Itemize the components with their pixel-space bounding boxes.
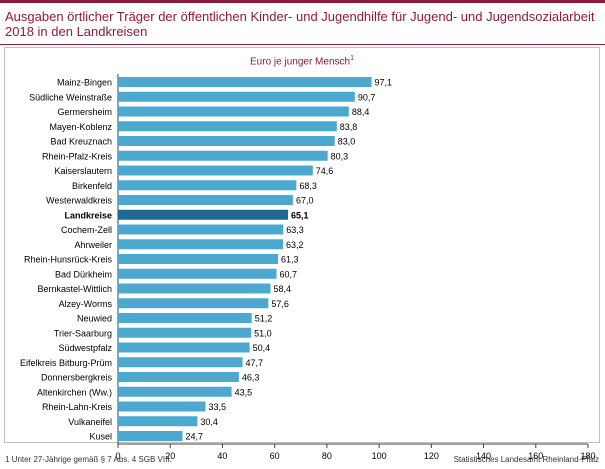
value-label: 58,4	[273, 284, 291, 294]
category-label: Neuwied	[77, 314, 112, 324]
bar	[118, 386, 232, 397]
bar	[118, 136, 335, 146]
bar	[118, 298, 269, 309]
top-rule	[0, 0, 605, 3]
value-label: 97,1	[375, 78, 393, 88]
bar	[118, 195, 293, 205]
title-rule	[0, 44, 605, 45]
category-label: Rhein-Lahn-Kreis	[42, 402, 113, 412]
x-tick-label: 80	[322, 451, 332, 461]
category-label: Rhein-Pfalz-Kreis	[42, 151, 113, 161]
value-label: 50,4	[253, 343, 271, 353]
value-label: 47,7	[246, 358, 264, 368]
bar	[118, 121, 337, 132]
bar	[118, 342, 250, 353]
value-label: 88,4	[352, 107, 370, 117]
chart-subtitle: Euro je junger Mensch1	[4, 55, 600, 67]
value-label: 63,2	[286, 240, 304, 250]
bar	[118, 313, 252, 323]
value-label: 46,3	[242, 373, 260, 383]
category-label: Westerwaldkreis	[46, 196, 112, 206]
bar	[118, 401, 206, 412]
value-label: 68,3	[299, 181, 317, 191]
value-label: 61,3	[281, 255, 299, 265]
category-label: Vulkaneifel	[68, 417, 112, 427]
category-label: Altenkirchen (Ww.)	[37, 387, 112, 397]
value-label: 80,3	[331, 151, 349, 161]
bar	[118, 209, 288, 220]
bar	[118, 180, 297, 191]
bar	[118, 91, 355, 102]
value-label: 74,6	[316, 166, 334, 176]
bar	[118, 357, 243, 368]
bar	[118, 372, 239, 382]
value-label: 30,4	[200, 417, 218, 427]
value-label: 83,0	[338, 137, 356, 147]
category-label: Mainz-Bingen	[57, 78, 112, 88]
value-label: 67,0	[296, 196, 314, 206]
category-label: Birkenfeld	[72, 181, 112, 191]
value-label: 51,2	[255, 314, 273, 324]
category-label: Südliche Weinstraße	[29, 92, 112, 102]
bar	[118, 239, 284, 250]
x-tick-label: 160	[528, 451, 543, 461]
value-label: 43,5	[235, 387, 253, 397]
value-label: 33,5	[208, 402, 226, 412]
category-label: Alzey-Worms	[59, 299, 113, 309]
category-label: Kusel	[89, 432, 112, 442]
footnote: 1 Unter 27-Jährige gemäß § 7 Abs. 4 SGB …	[5, 455, 172, 464]
x-tick-label: 0	[115, 451, 120, 461]
value-label: 83,8	[340, 122, 358, 132]
category-label: Donnersbergkreis	[41, 373, 113, 383]
chart-title: Ausgaben örtlicher Träger der öffentlich…	[5, 9, 595, 39]
category-label: Cochem-Zell	[61, 225, 112, 235]
bar	[118, 431, 183, 441]
bar	[118, 106, 349, 117]
x-tick-label: 180	[580, 451, 595, 461]
bar	[118, 268, 277, 279]
category-label: Ahrweiler	[74, 240, 112, 250]
bar	[118, 254, 279, 264]
value-label: 51,0	[254, 328, 272, 338]
value-label: 63,3	[286, 225, 304, 235]
x-tick-label: 60	[270, 451, 280, 461]
bar	[118, 327, 252, 338]
category-label: Bad Dürkheim	[55, 269, 112, 279]
subtitle-footnote-marker: 1	[350, 55, 354, 62]
bar	[118, 224, 284, 235]
subtitle-text: Euro je junger Mensch	[250, 56, 351, 68]
category-label: Germersheim	[57, 107, 112, 117]
value-label: 90,7	[358, 92, 376, 102]
x-tick-label: 40	[217, 451, 227, 461]
value-label: 65,1	[291, 210, 309, 220]
x-tick-label: 140	[476, 451, 491, 461]
bar	[118, 77, 372, 87]
chart-frame	[4, 47, 600, 443]
bar	[118, 283, 271, 294]
source-label: Statistisches Landesamt Rheinland-Pfalz	[453, 455, 599, 464]
value-label: 24,7	[185, 432, 203, 442]
category-label: Mayen-Koblenz	[49, 122, 112, 132]
x-tick-label: 20	[165, 451, 175, 461]
x-tick-label: 120	[424, 451, 439, 461]
value-label: 60,7	[279, 269, 297, 279]
bar	[118, 150, 328, 161]
category-label: Bad Kreuznach	[50, 137, 112, 147]
bar	[118, 416, 198, 427]
category-label: Südwestpfalz	[58, 343, 112, 353]
bar	[118, 165, 313, 176]
category-label: Eifelkreis Bitburg-Prüm	[20, 358, 112, 368]
x-tick-label: 100	[372, 451, 387, 461]
category-label: Bernkastel-Wittlich	[37, 284, 112, 294]
category-label: Landkreise	[64, 210, 112, 220]
category-label: Trier-Saarburg	[54, 328, 112, 338]
value-label: 57,6	[271, 299, 289, 309]
category-label: Rhein-Hunsrück-Kreis	[24, 255, 113, 265]
category-label: Kaiserslautern	[54, 166, 112, 176]
